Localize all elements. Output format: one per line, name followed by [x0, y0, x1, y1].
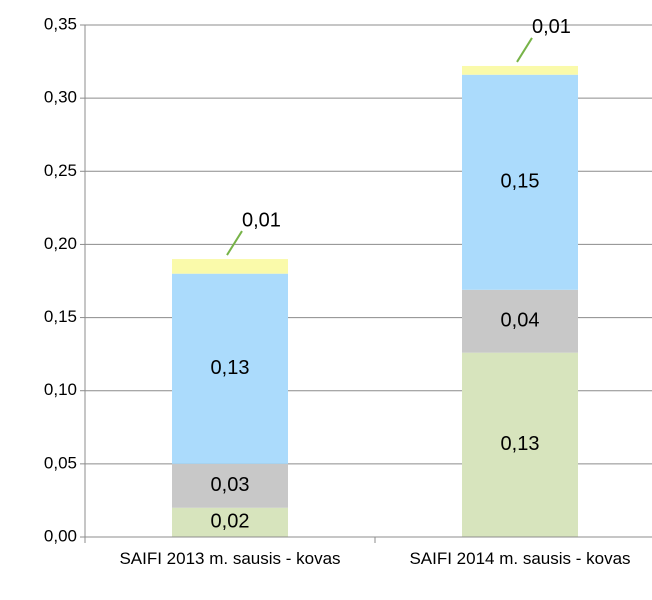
y-tick-label: 0,05 [44, 453, 77, 472]
data-label: 0,15 [501, 171, 540, 193]
data-label: 0,01 [242, 209, 281, 231]
y-tick-label: 0,00 [44, 526, 77, 545]
bar-segment [462, 352, 578, 537]
bar-segment [172, 273, 288, 464]
data-label: 0,01 [532, 16, 571, 38]
bar-segment [462, 289, 578, 353]
bar-segment [172, 507, 288, 537]
x-tick-label: SAIFI 2014 m. sausis - kovas [409, 549, 631, 568]
bar-segment [172, 259, 288, 274]
data-label: 0,13 [211, 357, 250, 379]
x-tick-label: SAIFI 2013 m. sausis - kovas [119, 549, 341, 568]
leader-line [516, 37, 533, 63]
y-tick-label: 0,25 [44, 161, 77, 180]
y-tick-label: 0,30 [44, 88, 77, 107]
bar-segment [462, 74, 578, 290]
leader-line [226, 230, 243, 256]
y-tick-label: 0,35 [44, 14, 77, 33]
y-tick-label: 0,15 [44, 307, 77, 326]
data-label: 0,03 [211, 474, 250, 496]
data-label: 0,04 [501, 310, 540, 332]
y-tick-label: 0,10 [44, 380, 77, 399]
y-tick-label: 0,20 [44, 234, 77, 253]
bar-segment [462, 65, 578, 75]
bar-segment [172, 463, 288, 508]
data-label: 0,13 [501, 433, 540, 455]
data-label: 0,02 [211, 511, 250, 533]
